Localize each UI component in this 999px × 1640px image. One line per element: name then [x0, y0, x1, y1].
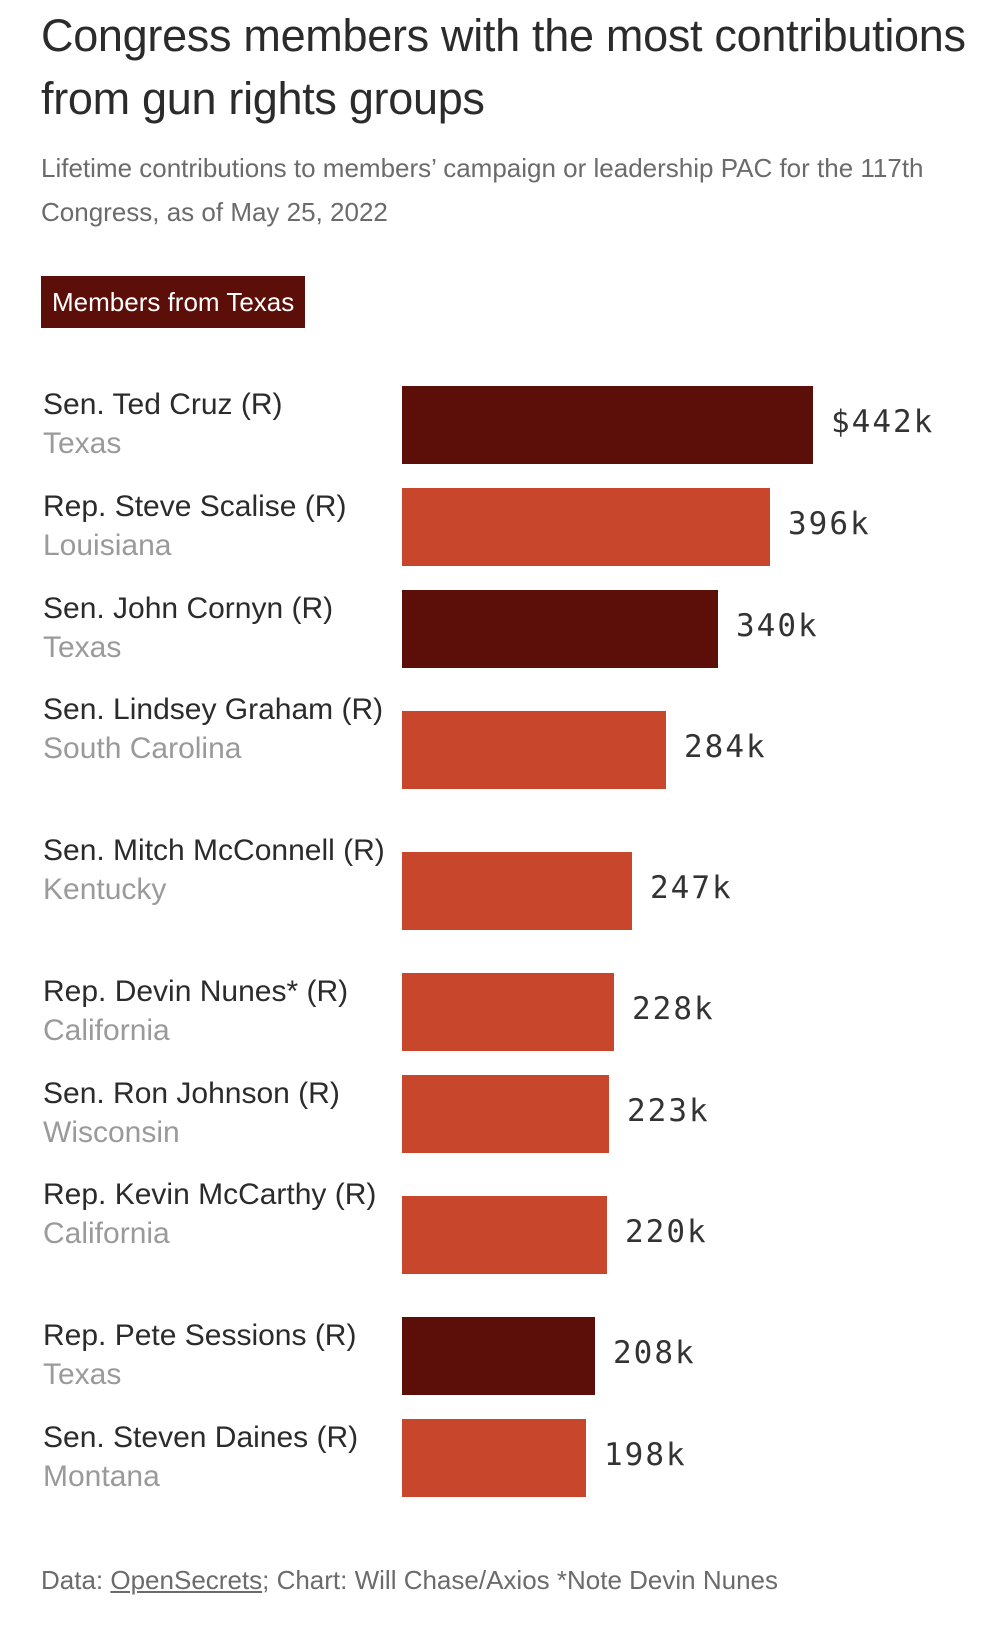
member-name: Rep. Pete Sessions (R): [43, 1319, 357, 1352]
member-name: Sen. Ron Johnson (R): [43, 1077, 340, 1110]
source-prefix: Data:: [41, 1565, 111, 1595]
source-note: Data: OpenSecrets; Chart: Will Chase/Axi…: [41, 1560, 991, 1600]
source-link[interactable]: OpenSecrets: [110, 1565, 263, 1595]
bar-label: Sen. John Cornyn (R) Texas: [43, 589, 393, 667]
value-label: 396k: [788, 506, 871, 542]
bar-label: Sen. Steven Daines (R) Montana: [43, 1418, 393, 1496]
legend-texas-label: Members from Texas: [52, 286, 295, 317]
member-state: Wisconsin: [43, 1116, 180, 1149]
value-label: 223k: [627, 1093, 710, 1129]
member-state: California: [43, 1014, 170, 1047]
value-label: 284k: [684, 729, 767, 765]
bar: [402, 852, 632, 930]
member-name: Sen. Mitch McConnell (R): [43, 834, 385, 867]
member-state: South Carolina: [43, 732, 242, 765]
member-state: Texas: [43, 427, 122, 460]
member-state: California: [43, 1217, 170, 1250]
bar: [402, 1075, 609, 1153]
value-label: 198k: [604, 1437, 687, 1473]
bar-label: Sen. Lindsey Graham (R) South Carolina: [43, 690, 393, 768]
bar: [402, 711, 666, 789]
bar-label: Sen. Mitch McConnell (R) Kentucky: [43, 831, 393, 909]
bar: [402, 973, 614, 1051]
member-name: Rep. Steve Scalise (R): [43, 490, 347, 523]
legend-texas-chip: Members from Texas: [41, 276, 306, 328]
source-suffix: ; Chart: Will Chase/Axios *Note Devin Nu…: [262, 1565, 778, 1595]
bar: [402, 1317, 595, 1395]
member-name: Sen. Lindsey Graham (R): [43, 693, 384, 726]
bar: [402, 590, 718, 668]
chart-title: Congress members with the most contribut…: [41, 10, 966, 124]
member-state: Kentucky: [43, 873, 167, 906]
bar-label: Sen. Ron Johnson (R) Wisconsin: [43, 1074, 393, 1152]
value-label: 247k: [650, 870, 733, 906]
member-name: Sen. John Cornyn (R): [43, 592, 334, 625]
value-label: $442k: [831, 404, 935, 440]
bar-label: Sen. Ted Cruz (R) Texas: [43, 385, 393, 463]
bar-label: Rep. Devin Nunes* (R) California: [43, 972, 393, 1050]
bar: [402, 1419, 586, 1497]
bar-label: Rep. Pete Sessions (R) Texas: [43, 1316, 393, 1394]
member-name: Sen. Ted Cruz (R): [43, 388, 283, 421]
bar-label: Rep. Kevin McCarthy (R) California: [43, 1175, 393, 1253]
member-name: Sen. Steven Daines (R): [43, 1421, 359, 1454]
bar: [402, 488, 770, 566]
bar-label: Rep. Steve Scalise (R) Louisiana: [43, 487, 393, 565]
member-state: Louisiana: [43, 529, 172, 562]
value-label: 340k: [736, 608, 819, 644]
member-state: Texas: [43, 631, 122, 664]
member-state: Montana: [43, 1460, 160, 1493]
member-name: Rep. Devin Nunes* (R): [43, 975, 349, 1008]
chart-subtitle: Lifetime contributions to members’ campa…: [41, 153, 924, 227]
bar: [402, 386, 813, 464]
member-state: Texas: [43, 1358, 122, 1391]
value-label: 228k: [632, 991, 715, 1027]
member-name: Rep. Kevin McCarthy (R): [43, 1178, 377, 1211]
value-label: 220k: [625, 1214, 708, 1250]
value-label: 208k: [613, 1335, 696, 1371]
bar: [402, 1196, 607, 1274]
